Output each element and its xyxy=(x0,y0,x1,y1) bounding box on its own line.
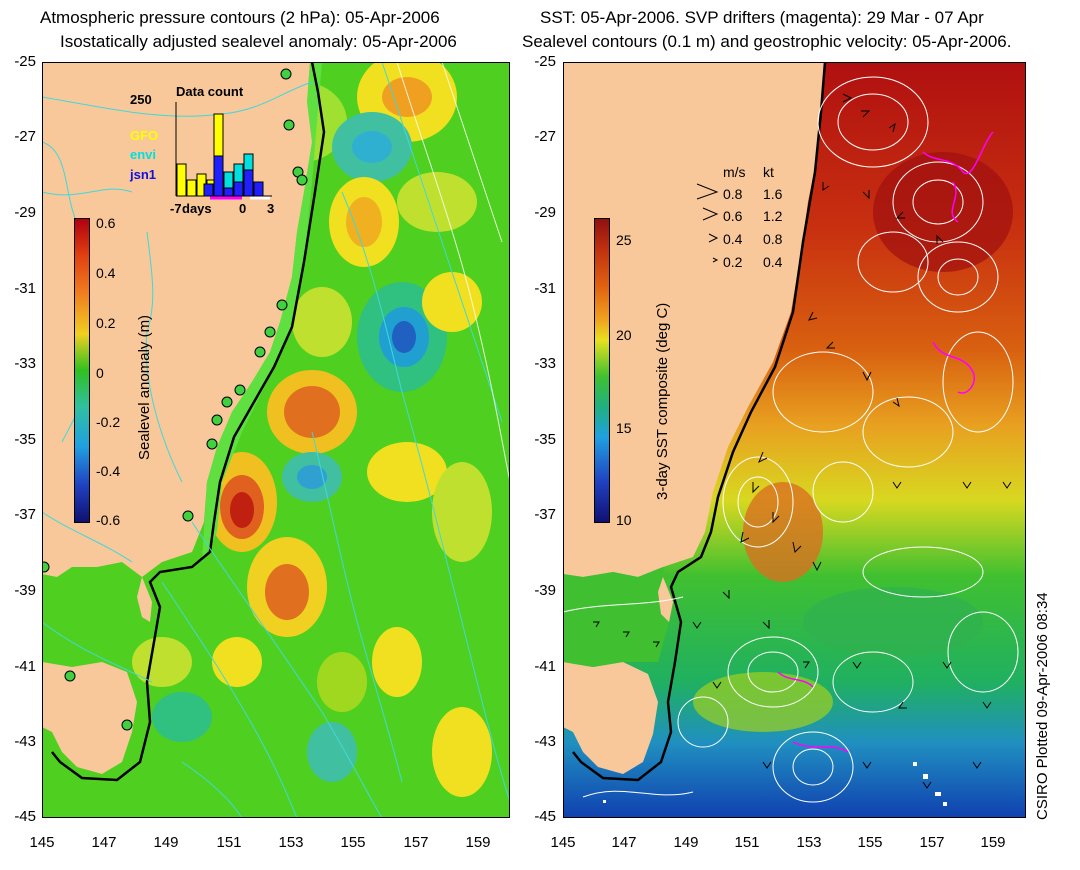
right-ytick-31: -31 xyxy=(534,280,556,297)
right-ytick-29: -29 xyxy=(534,204,556,221)
left-ytick-25: -25 xyxy=(14,53,36,70)
right-ytick-27: -27 xyxy=(534,128,556,145)
sl-cbar-tick-1: 0.4 xyxy=(96,265,116,281)
left-xtick-155: 155 xyxy=(340,834,366,851)
right-ytick-39: -39 xyxy=(534,582,556,599)
right-ytick-45: -45 xyxy=(534,808,556,825)
sst-wilsons-promontory-2 xyxy=(658,577,673,622)
speed-legend-kt-1: 1.2 xyxy=(763,208,783,224)
tasmania xyxy=(42,662,137,774)
inset-xtick-minus7: -7 xyxy=(170,201,182,216)
left-xtick-153: 153 xyxy=(278,834,304,851)
left-ytick-29: -29 xyxy=(14,204,36,221)
right-xtick-149: 149 xyxy=(673,834,699,851)
sst-cbar-tick-15: 15 xyxy=(616,420,632,436)
speed-legend-arrows xyxy=(696,183,719,263)
inset-xtick-0: 0 xyxy=(239,201,247,216)
right-ytick-35: -35 xyxy=(534,431,556,448)
sl-cbar-tick-0: 0.6 xyxy=(96,215,116,231)
sst-map-svg xyxy=(563,62,1026,818)
sealevel-contours xyxy=(563,76,1019,803)
geostrophic-velocity-arrows xyxy=(593,93,1012,789)
left-xtick-151: 151 xyxy=(216,834,242,851)
left-ytick-37: -37 xyxy=(14,506,36,523)
tide-gauges xyxy=(42,68,308,731)
sst-tasmania xyxy=(563,662,658,774)
pressure-contours-white xyxy=(396,62,510,483)
shelf-contour xyxy=(51,62,326,782)
left-xtick-159: 159 xyxy=(465,834,491,851)
right-axis-frame xyxy=(563,62,1026,818)
left-xtick-157: 157 xyxy=(403,834,429,851)
sl-cbar-tick-6: -0.6 xyxy=(96,512,121,528)
right-ytick-43: -43 xyxy=(534,733,556,750)
inset-legend-gfo: GFO xyxy=(130,128,159,143)
left-title-line2: Isostatically adjusted sealevel anomaly:… xyxy=(60,32,457,51)
right-xtick-147: 147 xyxy=(611,834,637,851)
speed-legend-kt-2: 0.8 xyxy=(763,231,783,247)
left-xtick-145: 145 xyxy=(29,834,55,851)
speed-legend: m/s kt 0.8 1.6 0.6 1.2 0.4 0.8 0.2 0.4 xyxy=(695,164,805,274)
left-axis-frame xyxy=(42,62,510,818)
left-xtick-147: 147 xyxy=(91,834,117,851)
sst-shelf-contour xyxy=(572,62,827,782)
continental-shelf xyxy=(202,62,322,562)
right-xtick-157: 157 xyxy=(919,834,945,851)
sealevel-colorbar xyxy=(74,218,90,523)
sl-cbar-tick-3: 0 xyxy=(96,365,104,381)
inset-y-tick: 250 xyxy=(130,92,152,107)
left-ytick-31: -31 xyxy=(14,280,36,297)
right-xtick-153: 153 xyxy=(796,834,822,851)
svp-drifter-tracks xyxy=(777,131,994,753)
left-ytick-45: -45 xyxy=(14,808,36,825)
speed-legend-header-kt: kt xyxy=(763,164,774,180)
right-title-line1: SST: 05-Apr-2006. SVP drifters (magenta)… xyxy=(540,8,984,27)
inset-xtick-3: 3 xyxy=(267,201,275,216)
sst-cbar-tick-20: 20 xyxy=(616,327,632,343)
sl-cbar-tick-4: -0.2 xyxy=(96,414,121,430)
sst-map xyxy=(563,62,1026,818)
inset-xtick-days: days xyxy=(182,201,212,216)
speed-legend-ms-2: 0.4 xyxy=(723,231,743,247)
left-ytick-43: -43 xyxy=(14,733,36,750)
sl-cbar-tick-5: -0.4 xyxy=(96,463,121,479)
speed-legend-ms-0: 0.8 xyxy=(723,186,743,202)
inset-legend-envi: envi xyxy=(130,147,157,162)
speed-legend-ms-1: 0.6 xyxy=(723,208,743,224)
right-ytick-25: -25 xyxy=(534,53,556,70)
speed-legend-header-ms: m/s xyxy=(723,164,746,180)
right-title-line2: Sealevel contours (0.1 m) and geostrophi… xyxy=(522,32,1012,51)
left-xtick-149: 149 xyxy=(153,834,179,851)
credit-label: CSIRO Plotted 09-Apr-2006 08:34 xyxy=(1034,592,1051,820)
left-ytick-39: -39 xyxy=(14,582,36,599)
left-ytick-27: -27 xyxy=(14,128,36,145)
sl-cbar-tick-2: 0.2 xyxy=(96,315,116,331)
inset-bars xyxy=(175,102,272,200)
sst-cbar-tick-10: 10 xyxy=(616,512,632,528)
speed-legend-kt-3: 0.4 xyxy=(763,254,783,270)
right-xtick-159: 159 xyxy=(980,834,1006,851)
left-ytick-41: -41 xyxy=(14,658,36,675)
sst-colorbar xyxy=(594,218,610,523)
sst-australia-mainland xyxy=(563,62,825,577)
right-ytick-41: -41 xyxy=(534,658,556,675)
right-xtick-151: 151 xyxy=(734,834,760,851)
right-ytick-37: -37 xyxy=(534,506,556,523)
speed-legend-ms-3: 0.2 xyxy=(723,254,743,270)
wilsons-promontory xyxy=(137,577,152,622)
sst-cbar-tick-25: 25 xyxy=(616,232,632,248)
data-count-inset: 250 Data count GFO envi jsn1 -7 days 0 3 xyxy=(130,84,285,219)
left-title-line1: Atmospheric pressure contours (2 hPa): 0… xyxy=(40,8,440,27)
cloud-specks xyxy=(603,762,947,806)
right-xtick-155: 155 xyxy=(857,834,883,851)
inset-legend-jsn1: jsn1 xyxy=(130,167,157,182)
speed-legend-kt-0: 1.6 xyxy=(763,186,783,202)
left-ytick-35: -35 xyxy=(14,431,36,448)
inset-title: Data count xyxy=(176,84,244,99)
left-ytick-33: -33 xyxy=(14,355,36,372)
right-xtick-145: 145 xyxy=(550,834,576,851)
right-ytick-33: -33 xyxy=(534,355,556,372)
